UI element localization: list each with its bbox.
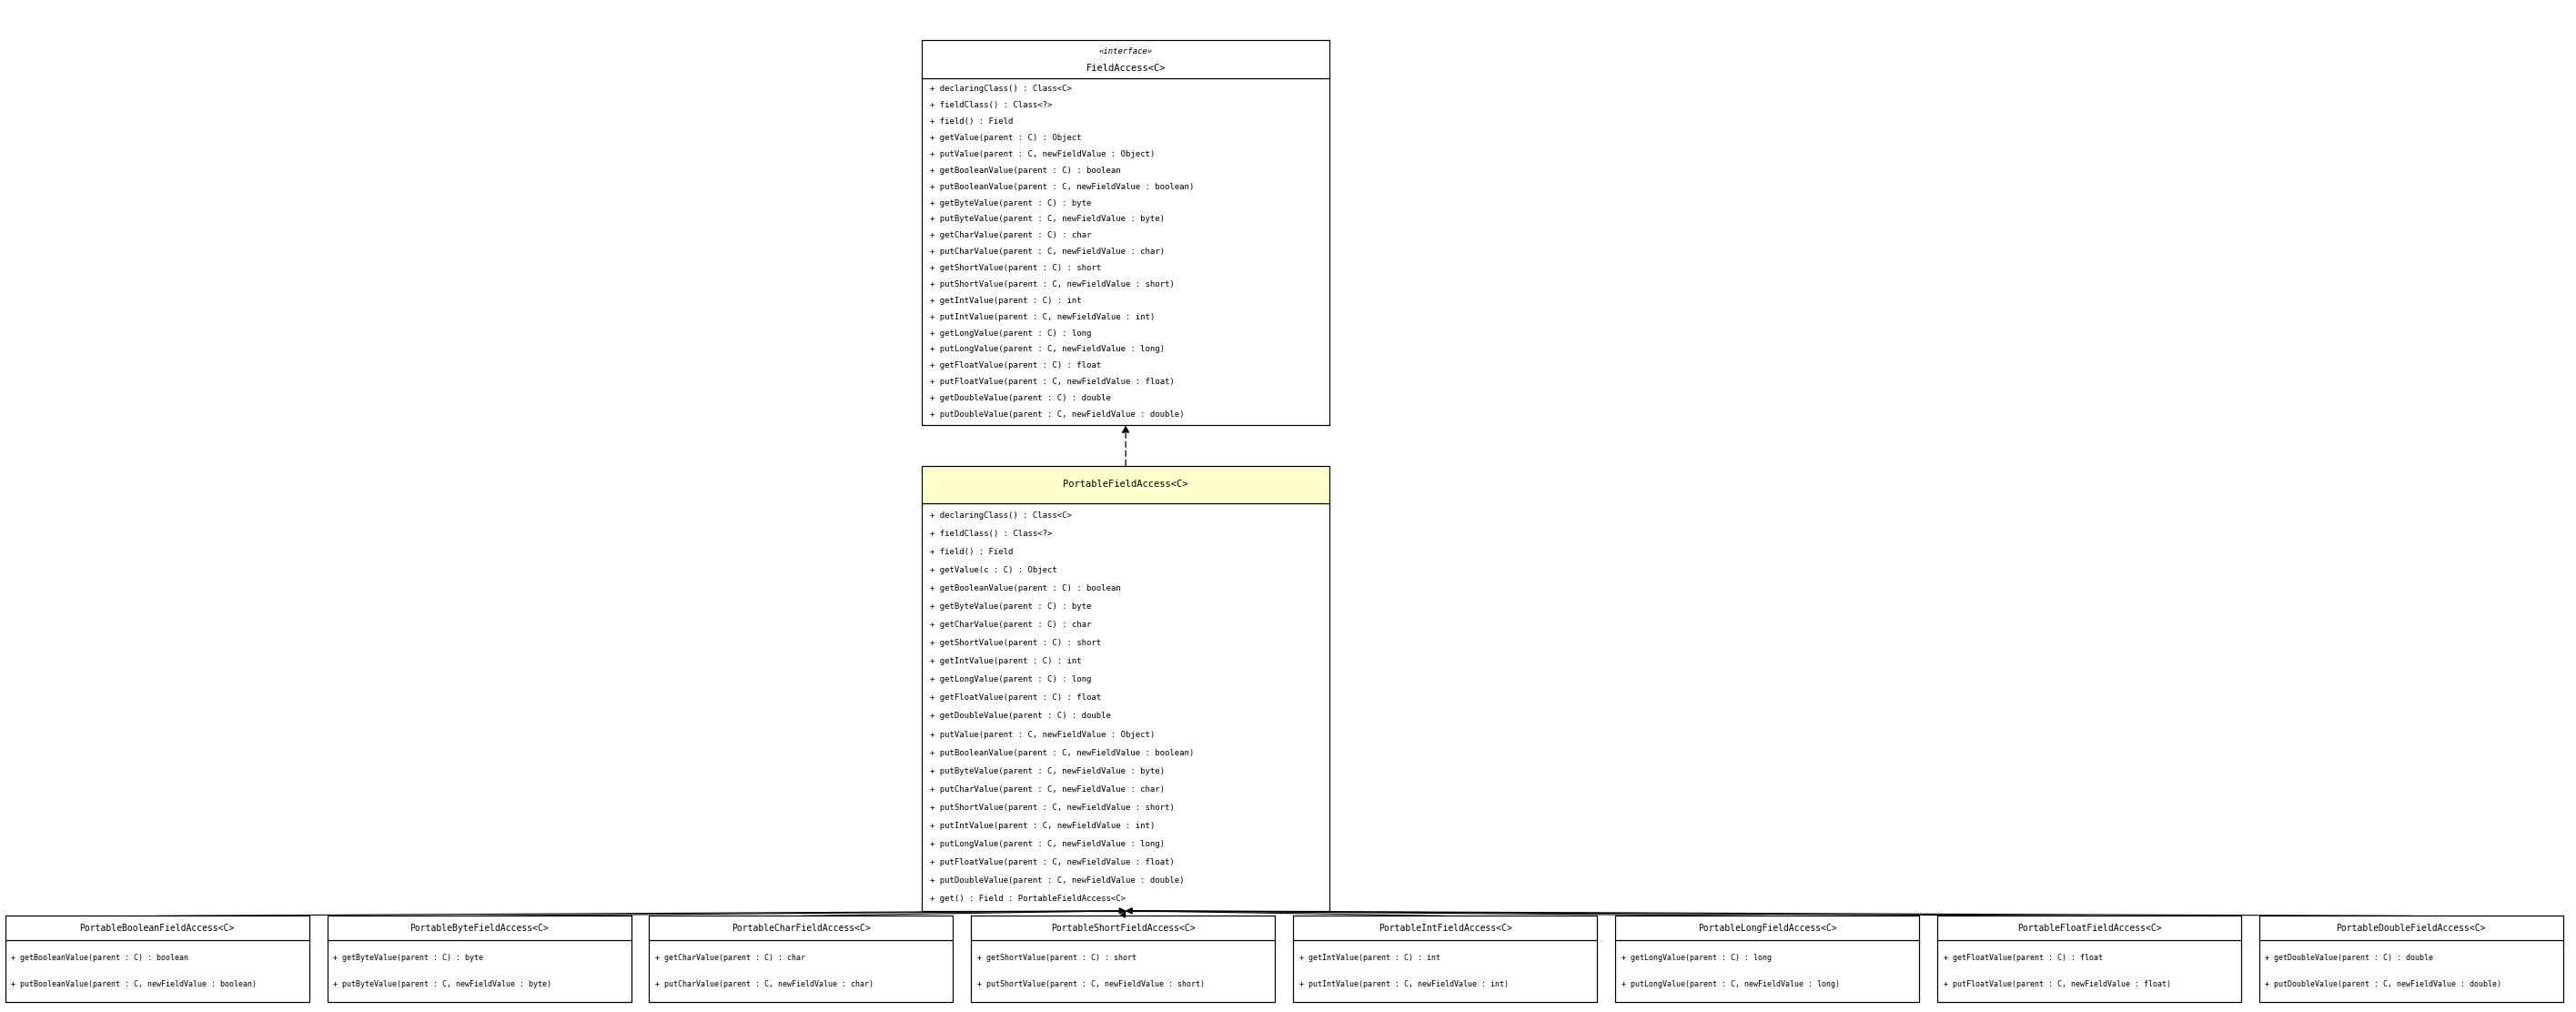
Text: + getCharValue(parent : C) : char: + getCharValue(parent : C) : char — [930, 620, 1092, 629]
Text: + putDoubleValue(parent : C, newFieldValue : double): + putDoubleValue(parent : C, newFieldVal… — [930, 411, 1185, 419]
Text: + get() : Field : PortableFieldAccess<C>: + get() : Field : PortableFieldAccess<C> — [930, 895, 1126, 903]
Text: + putBooleanValue(parent : C, newFieldValue : boolean): + putBooleanValue(parent : C, newFieldVa… — [930, 182, 1195, 191]
FancyBboxPatch shape — [971, 940, 1275, 1002]
Text: + putBooleanValue(parent : C, newFieldValue : boolean): + putBooleanValue(parent : C, newFieldVa… — [10, 981, 258, 989]
Text: + getDoubleValue(parent : C) : double: + getDoubleValue(parent : C) : double — [930, 712, 1110, 721]
Text: + getIntValue(parent : C) : int: + getIntValue(parent : C) : int — [930, 658, 1082, 666]
FancyBboxPatch shape — [1937, 940, 2241, 1002]
Text: + getCharValue(parent : C) : char: + getCharValue(parent : C) : char — [654, 953, 806, 961]
Text: + field() : Field: + field() : Field — [930, 547, 1012, 556]
Text: PortableByteFieldAccess<C>: PortableByteFieldAccess<C> — [410, 923, 549, 932]
Text: + getBooleanValue(parent : C) : boolean: + getBooleanValue(parent : C) : boolean — [930, 584, 1121, 592]
FancyBboxPatch shape — [327, 916, 631, 940]
Text: + getDoubleValue(parent : C) : double: + getDoubleValue(parent : C) : double — [930, 394, 1110, 403]
FancyBboxPatch shape — [5, 916, 309, 940]
FancyBboxPatch shape — [1293, 916, 1597, 940]
Text: + getLongValue(parent : C) : long: + getLongValue(parent : C) : long — [930, 676, 1092, 684]
Text: + putDoubleValue(parent : C, newFieldValue : double): + putDoubleValue(parent : C, newFieldVal… — [930, 876, 1185, 884]
FancyBboxPatch shape — [1937, 916, 2241, 940]
Text: PortableDoubleFieldAccess<C>: PortableDoubleFieldAccess<C> — [2336, 923, 2486, 932]
FancyBboxPatch shape — [5, 940, 309, 1002]
FancyBboxPatch shape — [649, 940, 953, 1002]
Text: + putIntValue(parent : C, newFieldValue : int): + putIntValue(parent : C, newFieldValue … — [930, 313, 1154, 321]
Text: + fieldClass() : Class<?>: + fieldClass() : Class<?> — [930, 101, 1054, 109]
Text: + getValue(c : C) : Object: + getValue(c : C) : Object — [930, 566, 1059, 574]
Text: + putByteValue(parent : C, newFieldValue : byte): + putByteValue(parent : C, newFieldValue… — [332, 981, 551, 989]
Text: + getValue(parent : C) : Object: + getValue(parent : C) : Object — [930, 134, 1082, 142]
Text: PortableBooleanFieldAccess<C>: PortableBooleanFieldAccess<C> — [80, 923, 234, 932]
FancyBboxPatch shape — [1293, 940, 1597, 1002]
Text: + putShortValue(parent : C, newFieldValue : short): + putShortValue(parent : C, newFieldValu… — [930, 280, 1175, 288]
FancyBboxPatch shape — [2259, 916, 2563, 940]
Text: + putByteValue(parent : C, newFieldValue : byte): + putByteValue(parent : C, newFieldValue… — [930, 767, 1164, 775]
FancyBboxPatch shape — [922, 503, 1329, 911]
Text: PortableFieldAccess<C>: PortableFieldAccess<C> — [1064, 480, 1188, 489]
Text: PortableLongFieldAccess<C>: PortableLongFieldAccess<C> — [1698, 923, 1837, 932]
Text: + putLongValue(parent : C, newFieldValue : long): + putLongValue(parent : C, newFieldValue… — [1620, 981, 1839, 989]
Text: + field() : Field: + field() : Field — [930, 117, 1012, 125]
Text: PortableIntFieldAccess<C>: PortableIntFieldAccess<C> — [1378, 923, 1512, 932]
Text: + putIntValue(parent : C, newFieldValue : int): + putIntValue(parent : C, newFieldValue … — [930, 822, 1154, 830]
Text: + putIntValue(parent : C, newFieldValue : int): + putIntValue(parent : C, newFieldValue … — [1298, 981, 1510, 989]
Text: + getShortValue(parent : C) : short: + getShortValue(parent : C) : short — [976, 953, 1136, 961]
Text: PortableCharFieldAccess<C>: PortableCharFieldAccess<C> — [732, 923, 871, 932]
Text: + putByteValue(parent : C, newFieldValue : byte): + putByteValue(parent : C, newFieldValue… — [930, 216, 1164, 224]
Text: + putFloatValue(parent : C, newFieldValue : float): + putFloatValue(parent : C, newFieldValu… — [930, 858, 1175, 866]
Text: + getFloatValue(parent : C) : float: + getFloatValue(parent : C) : float — [930, 361, 1103, 369]
Text: + putLongValue(parent : C, newFieldValue : long): + putLongValue(parent : C, newFieldValue… — [930, 840, 1164, 848]
Text: + getBooleanValue(parent : C) : boolean: + getBooleanValue(parent : C) : boolean — [10, 953, 188, 961]
FancyBboxPatch shape — [971, 916, 1275, 940]
Text: + declaringClass() : Class<C>: + declaringClass() : Class<C> — [930, 85, 1072, 93]
Text: + getFloatValue(parent : C) : float: + getFloatValue(parent : C) : float — [1942, 953, 2102, 961]
Text: PortableShortFieldAccess<C>: PortableShortFieldAccess<C> — [1051, 923, 1195, 932]
Text: + putCharValue(parent : C, newFieldValue : char): + putCharValue(parent : C, newFieldValue… — [930, 248, 1164, 256]
Text: + getByteValue(parent : C) : byte: + getByteValue(parent : C) : byte — [930, 602, 1092, 610]
FancyBboxPatch shape — [1615, 916, 1919, 940]
FancyBboxPatch shape — [922, 79, 1329, 425]
Text: + getIntValue(parent : C) : int: + getIntValue(parent : C) : int — [1298, 953, 1440, 961]
Text: PortableFloatFieldAccess<C>: PortableFloatFieldAccess<C> — [2017, 923, 2161, 932]
FancyBboxPatch shape — [1615, 940, 1919, 1002]
Text: + getLongValue(parent : C) : long: + getLongValue(parent : C) : long — [930, 329, 1092, 337]
Text: + putShortValue(parent : C, newFieldValue : short): + putShortValue(parent : C, newFieldValu… — [930, 804, 1175, 812]
Text: + getLongValue(parent : C) : long: + getLongValue(parent : C) : long — [1620, 953, 1772, 961]
Text: + putCharValue(parent : C, newFieldValue : char): + putCharValue(parent : C, newFieldValue… — [654, 981, 873, 989]
Text: + getByteValue(parent : C) : byte: + getByteValue(parent : C) : byte — [930, 199, 1092, 207]
FancyBboxPatch shape — [327, 940, 631, 1002]
FancyBboxPatch shape — [649, 916, 953, 940]
Text: + getFloatValue(parent : C) : float: + getFloatValue(parent : C) : float — [930, 694, 1103, 702]
Text: + getCharValue(parent : C) : char: + getCharValue(parent : C) : char — [930, 232, 1092, 240]
Text: FieldAccess<C>: FieldAccess<C> — [1087, 64, 1164, 73]
FancyBboxPatch shape — [2259, 940, 2563, 1002]
Text: + putCharValue(parent : C, newFieldValue : char): + putCharValue(parent : C, newFieldValue… — [930, 785, 1164, 793]
Text: + putLongValue(parent : C, newFieldValue : long): + putLongValue(parent : C, newFieldValue… — [930, 345, 1164, 353]
Text: + getByteValue(parent : C) : byte: + getByteValue(parent : C) : byte — [332, 953, 484, 961]
Text: + getBooleanValue(parent : C) : boolean: + getBooleanValue(parent : C) : boolean — [930, 166, 1121, 174]
Text: + putFloatValue(parent : C, newFieldValue : float): + putFloatValue(parent : C, newFieldValu… — [1942, 981, 2172, 989]
Text: + getShortValue(parent : C) : short: + getShortValue(parent : C) : short — [930, 264, 1103, 272]
Text: + putDoubleValue(parent : C, newFieldValue : double): + putDoubleValue(parent : C, newFieldVal… — [2264, 981, 2501, 989]
Text: + fieldClass() : Class<?>: + fieldClass() : Class<?> — [930, 529, 1054, 537]
Text: + getIntValue(parent : C) : int: + getIntValue(parent : C) : int — [930, 297, 1082, 305]
Text: + putValue(parent : C, newFieldValue : Object): + putValue(parent : C, newFieldValue : O… — [930, 150, 1154, 158]
FancyBboxPatch shape — [922, 40, 1329, 79]
Text: + getShortValue(parent : C) : short: + getShortValue(parent : C) : short — [930, 639, 1103, 648]
Text: + declaringClass() : Class<C>: + declaringClass() : Class<C> — [930, 511, 1072, 519]
Text: «interface»: «interface» — [1100, 47, 1151, 56]
FancyBboxPatch shape — [922, 466, 1329, 503]
Text: + putValue(parent : C, newFieldValue : Object): + putValue(parent : C, newFieldValue : O… — [930, 731, 1154, 739]
Text: + putBooleanValue(parent : C, newFieldValue : boolean): + putBooleanValue(parent : C, newFieldVa… — [930, 749, 1195, 757]
Text: + putShortValue(parent : C, newFieldValue : short): + putShortValue(parent : C, newFieldValu… — [976, 981, 1206, 989]
Text: + getDoubleValue(parent : C) : double: + getDoubleValue(parent : C) : double — [2264, 953, 2434, 961]
Text: + putFloatValue(parent : C, newFieldValue : float): + putFloatValue(parent : C, newFieldValu… — [930, 377, 1175, 386]
